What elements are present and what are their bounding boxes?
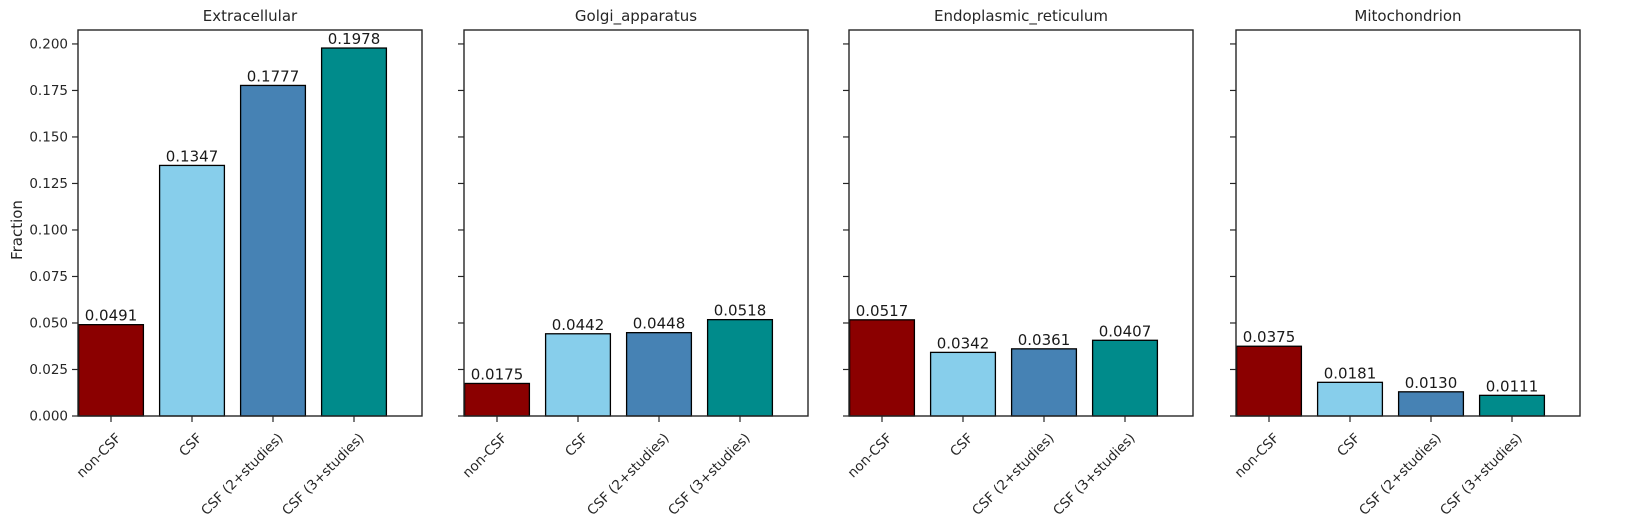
y-tick-label: 0.175 (29, 83, 68, 99)
y-tick-label: 0.025 (29, 362, 68, 378)
x-tick-label: CSF (3+studies) (279, 430, 367, 518)
panel-frame (1235, 29, 1581, 417)
bar-value-label: 0.0342 (937, 334, 990, 352)
bar-2 (929, 351, 997, 417)
y-tick-label: 0.100 (29, 222, 68, 238)
x-tick-label: non-CSF (1232, 430, 1283, 481)
x-tick-label: CSF (947, 430, 977, 460)
bar-4 (706, 318, 774, 417)
bar-3 (1010, 348, 1078, 417)
x-tick-label: CSF (1334, 430, 1364, 460)
bar-4 (320, 47, 388, 417)
bar-3 (625, 332, 693, 417)
y-tick-label: 0.000 (29, 409, 68, 425)
panel-4: Mitochondrion 0.0375 non-CSF 0.0181 CSF 0.013… (1230, 7, 1581, 519)
x-tick-label: CSF (3+studies) (1050, 430, 1138, 518)
panel-frame (77, 29, 423, 417)
bar-value-label: 0.0181 (1324, 364, 1377, 382)
x-tick-label: CSF (2+studies) (1356, 430, 1444, 518)
y-tick-label: 0.050 (29, 315, 68, 331)
bar-value-label: 0.0361 (1018, 331, 1071, 349)
panel-title: Endoplasmic_reticulum (934, 7, 1108, 26)
bar-value-label: 0.0175 (471, 365, 524, 383)
bar-2 (544, 333, 612, 417)
bar-value-label: 0.1978 (328, 30, 381, 48)
x-tick-label: CSF (2+studies) (584, 430, 672, 518)
y-tick-label: 0.200 (29, 36, 68, 52)
x-tick-label: CSF (3+studies) (1437, 430, 1525, 518)
panels-layer: Extracellular 0.0491 non-CSF 0.1347 CSF 0.177… (29, 7, 1581, 519)
x-tick-label: CSF (562, 430, 592, 460)
x-tick-label: non-CSF (460, 430, 511, 481)
bar-4 (1478, 394, 1546, 417)
x-tick-label: CSF (2+studies) (969, 430, 1057, 518)
bar-value-label: 0.0111 (1486, 377, 1539, 395)
bar-value-label: 0.0517 (856, 302, 909, 320)
bar-value-label: 0.1347 (166, 147, 219, 165)
bar-3 (1397, 391, 1465, 417)
panel-title: Golgi_apparatus (575, 7, 697, 26)
bar-value-label: 0.0442 (552, 316, 605, 334)
panel-title: Extracellular (203, 7, 298, 25)
x-tick-label: CSF (176, 430, 206, 460)
panel-frame (848, 29, 1194, 417)
y-axis-label: Fraction (8, 200, 26, 260)
bar-1 (1235, 345, 1303, 417)
bar-value-label: 0.0407 (1099, 322, 1152, 340)
panel-3: Endoplasmic_reticulum 0.0517 non-CSF 0.0342… (843, 7, 1194, 519)
bar-3 (239, 84, 307, 417)
bar-value-label: 0.1777 (247, 67, 300, 85)
panel-title: Mitochondrion (1354, 7, 1461, 25)
panel-1: Extracellular 0.0491 non-CSF 0.1347 CSF 0.177… (29, 7, 423, 519)
x-tick-label: non-CSF (74, 430, 125, 481)
bar-value-label: 0.0491 (85, 307, 138, 325)
x-tick-label: non-CSF (845, 430, 896, 481)
panel-2: Golgi_apparatus 0.0175 non-CSF 0.0442 CSF 0.0… (458, 7, 809, 519)
bar-2 (158, 164, 226, 417)
y-tick-label: 0.150 (29, 129, 68, 145)
bar-value-label: 0.0130 (1405, 374, 1458, 392)
bar-value-label: 0.0448 (633, 315, 686, 333)
x-tick-label: CSF (3+studies) (665, 430, 753, 518)
x-tick-label: CSF (2+studies) (198, 430, 286, 518)
y-tick-label: 0.125 (29, 176, 68, 192)
bar-value-label: 0.0375 (1243, 328, 1296, 346)
bar-2 (1316, 381, 1384, 417)
y-tick-label: 0.075 (29, 269, 68, 285)
bar-1 (77, 324, 145, 417)
panel-frame (463, 29, 809, 417)
bar-value-label: 0.0518 (714, 302, 767, 320)
bar-4 (1091, 339, 1159, 417)
bar-1 (848, 319, 916, 417)
bar-1 (463, 382, 531, 417)
